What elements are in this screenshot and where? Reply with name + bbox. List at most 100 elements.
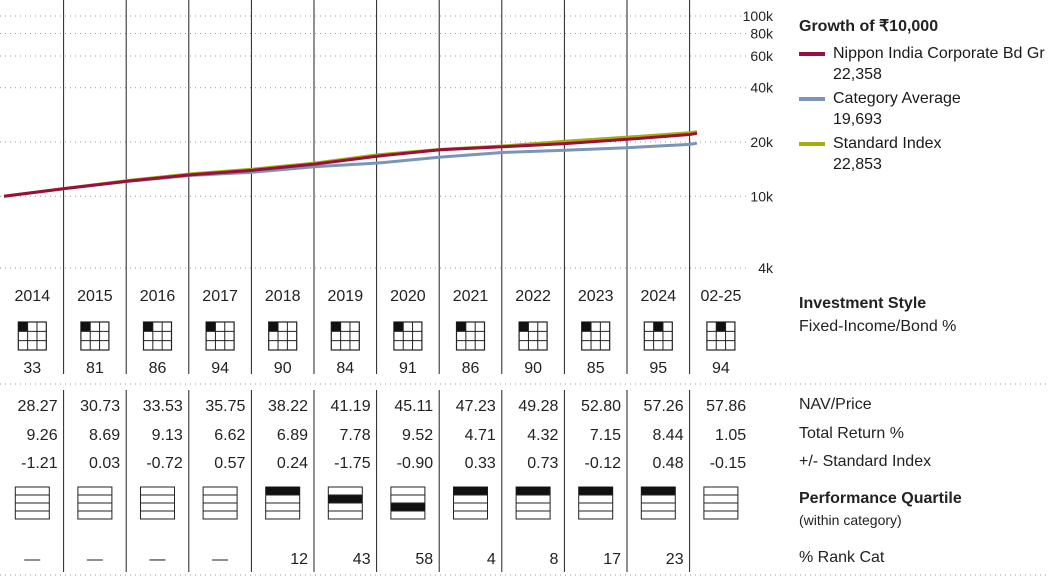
style-value: 94	[211, 360, 229, 377]
nav-value: 38.22	[268, 398, 308, 415]
vs-index-value: 0.57	[214, 455, 245, 472]
legend-index-name: Standard Index	[833, 135, 942, 152]
year-label: 2024	[641, 288, 677, 305]
nav-value: 52.80	[581, 398, 621, 415]
style-box-icon	[205, 321, 235, 351]
nav-value: 57.86	[706, 398, 746, 415]
style-value: 86	[149, 360, 167, 377]
vs-index-label: +/- Standard Index	[799, 453, 932, 470]
legend-swatch-category	[799, 97, 825, 101]
quartile-box-icon	[77, 486, 113, 520]
quartile-box-icon	[390, 486, 426, 520]
nav-value: 47.23	[456, 398, 496, 415]
y-tick-label-40k: 40k	[750, 80, 774, 96]
legend-category-name: Category Average	[833, 90, 961, 107]
investment-style-label: Investment Style	[799, 295, 927, 312]
nav-value: 41.19	[331, 398, 371, 415]
style-value: 85	[587, 360, 605, 377]
style-type-label: Fixed-Income/Bond %	[799, 318, 957, 335]
quartile-box-icon	[640, 486, 676, 520]
style-box-icon	[518, 321, 548, 351]
total-return-value: 1.05	[715, 427, 746, 444]
style-box-filled-cell	[519, 322, 529, 332]
nav-price-label: NAV/Price	[799, 396, 872, 413]
y-tick-label-100k: 100k	[743, 8, 774, 24]
year-label: 2014	[15, 288, 51, 305]
vs-index-value: -0.90	[397, 455, 434, 472]
quartile-box-icon	[703, 486, 739, 520]
y-tick-label-10k: 10k	[750, 188, 774, 204]
style-box-icon	[455, 321, 486, 351]
year-label: 02-25	[700, 288, 741, 305]
rank-cat-value: 43	[353, 551, 371, 568]
style-box-icon	[142, 321, 173, 351]
series-line-fund	[3, 131, 698, 198]
year-label: 2021	[453, 288, 489, 305]
style-box-filled-cell	[716, 322, 726, 332]
style-value: 95	[649, 360, 667, 377]
quartile-box-filled	[328, 495, 363, 503]
style-box-icon	[706, 321, 736, 351]
style-box-frame	[142, 321, 173, 351]
style-box-filled-cell	[393, 322, 404, 332]
total-return-value: 7.15	[590, 427, 621, 444]
y-tick-label-60k: 60k	[750, 48, 774, 64]
vs-index-value: -0.15	[710, 455, 747, 472]
quartile-box-icon	[14, 486, 50, 520]
style-value: 81	[86, 360, 104, 377]
style-box-icon	[330, 321, 360, 351]
style-value: 90	[524, 360, 542, 377]
legend-fund-value: 22,358	[833, 66, 882, 83]
year-label: 2023	[578, 288, 614, 305]
nav-value: 28.27	[18, 398, 58, 415]
style-value: 86	[462, 360, 480, 377]
nav-value: 45.11	[394, 398, 433, 415]
total-return-value: 7.78	[339, 427, 370, 444]
vs-index-value: 0.24	[277, 455, 308, 472]
rank-cat-value: 58	[415, 551, 433, 568]
total-return-label: Total Return %	[799, 425, 904, 442]
quartile-box-icon	[515, 486, 551, 520]
quartile-box-icon	[202, 486, 238, 520]
rank-cat-value: —	[150, 551, 166, 568]
total-return-value: 6.62	[214, 427, 245, 444]
quartile-box-filled	[265, 487, 300, 495]
nav-value: 33.53	[143, 398, 183, 415]
vs-index-value: -1.75	[334, 455, 371, 472]
total-return-value: 8.44	[652, 427, 683, 444]
quartile-box-filled	[390, 503, 425, 511]
quartile-box-icon	[140, 486, 175, 520]
rank-cat-value: —	[24, 551, 40, 568]
y-tick-label-20k: 20k	[750, 134, 774, 150]
y-tick-label-4k: 4k	[758, 260, 774, 276]
vs-index-value: -0.72	[146, 455, 183, 472]
year-label: 2022	[515, 288, 551, 305]
style-box-filled-cell	[143, 322, 153, 332]
quartile-box-filled	[578, 487, 613, 495]
year-label: 2019	[328, 288, 364, 305]
nav-value: 35.75	[205, 398, 245, 415]
style-box-icon	[581, 321, 611, 351]
total-return-value: 8.69	[89, 427, 120, 444]
style-box-icon	[17, 321, 47, 351]
legend-fund-name: Nippon India Corporate Bd Gr	[833, 45, 1045, 62]
quartile-box-icon	[327, 486, 363, 520]
vs-index-value: 0.03	[89, 455, 120, 472]
style-box-filled-cell	[80, 322, 91, 332]
year-label: 2016	[140, 288, 176, 305]
legend-swatch-fund	[799, 52, 825, 56]
rank-cat-value: —	[212, 551, 228, 568]
style-value: 84	[336, 360, 354, 377]
legend-swatch-index	[799, 142, 825, 146]
rank-cat-value: —	[87, 551, 103, 568]
quartile-box-filled	[516, 487, 551, 495]
series-line-category-average	[3, 141, 698, 198]
style-box-icon	[643, 321, 673, 351]
vs-index-value: 0.73	[527, 455, 558, 472]
total-return-value: 4.32	[527, 427, 558, 444]
quartile-box-icon	[578, 486, 614, 520]
vs-index-value: -0.12	[585, 455, 622, 472]
total-return-value: 9.26	[26, 427, 57, 444]
quartile-box-icon	[453, 486, 488, 520]
